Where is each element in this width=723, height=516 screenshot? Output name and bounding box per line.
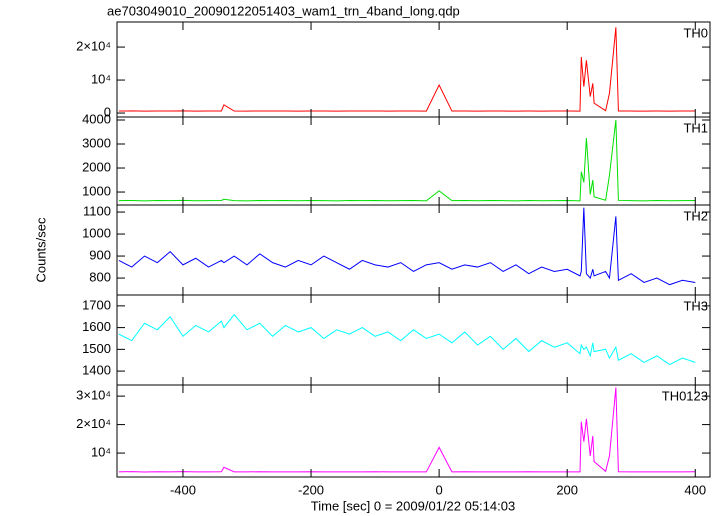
y-tick-label: 3000 <box>82 135 111 150</box>
x-axis-label: Time [sec] 0 = 2009/01/22 05:14:03 <box>311 498 515 513</box>
y-tick-label: 1000 <box>82 183 111 198</box>
y-tick-label: 900 <box>89 247 111 262</box>
y-tick-label: 2×10⁴ <box>76 39 111 54</box>
panel-frame <box>116 21 711 118</box>
panel-label: TH1 <box>683 120 708 135</box>
panel-frame <box>116 294 711 386</box>
y-tick-label: 1400 <box>82 363 111 378</box>
y-tick-label: 800 <box>89 269 111 284</box>
panel-label: TH3 <box>683 298 708 313</box>
x-tick-label: -200 <box>298 482 324 497</box>
x-tick-label: 400 <box>684 482 706 497</box>
data-line <box>118 387 696 473</box>
x-tick-label: 0 <box>435 482 442 497</box>
x-tick-label: -400 <box>170 482 196 497</box>
y-tick-label: 1000 <box>82 225 111 240</box>
y-tick-label: 10⁴ <box>91 445 111 460</box>
panel-frame <box>116 384 711 478</box>
y-tick-label: 2×10⁴ <box>76 416 111 431</box>
data-line <box>118 119 696 202</box>
y-tick-label: 1600 <box>82 319 111 334</box>
y-tick-label: 3×10⁴ <box>76 388 111 403</box>
y-tick-label: 10⁴ <box>91 71 111 86</box>
panel-frame <box>116 204 711 296</box>
y-tick-label: 2000 <box>82 159 111 174</box>
panel-label: TH0 <box>683 25 708 40</box>
data-line <box>118 207 696 286</box>
data-line <box>118 313 696 366</box>
panel-label: TH0123 <box>662 388 708 403</box>
panel-frame <box>116 116 711 206</box>
x-tick-label: 200 <box>556 482 578 497</box>
chart-title: ae703049010_20090122051403_wam1_trn_4ban… <box>107 3 460 18</box>
y-axis-label: Counts/sec <box>33 217 48 283</box>
y-tick-label: 4000 <box>82 111 111 126</box>
y-tick-label: 1700 <box>82 297 111 312</box>
y-tick-label: 0 <box>104 104 111 119</box>
data-line <box>118 27 696 112</box>
panel-label: TH2 <box>683 208 708 223</box>
y-tick-label: 1500 <box>82 341 111 356</box>
y-tick-label: 1100 <box>83 203 111 218</box>
